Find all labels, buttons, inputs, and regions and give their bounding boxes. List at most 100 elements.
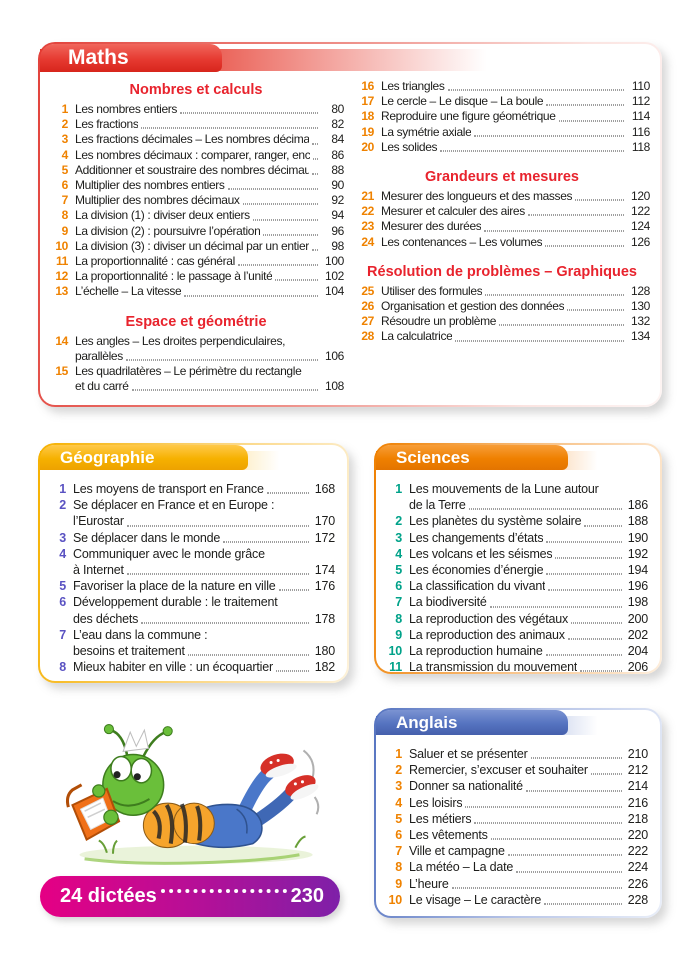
item-page-number: 172 [314,530,335,545]
item-label: Les contenances – Les volumes [381,234,543,249]
toc-item: 8 La météo – La date 224 [382,859,648,875]
item-number: 8 [59,660,66,675]
item-entry: Mesurer des durées 124 [381,219,650,234]
item-number: 7 [395,595,402,610]
item-last-line: Mieux habiter en ville : un écoquartier … [73,659,335,675]
item-number: 1 [59,482,66,496]
item-entry: La transmission du mouvement 206 [409,659,648,675]
item-number: 12 [55,269,68,284]
item-label-line1: Les mouvements de la Lune autour [409,482,599,496]
item-page-number: 204 [627,644,648,659]
dotted-leader [126,573,309,575]
dotted-leader [242,203,318,205]
item-label: Additionner et soustraire des nombres dé… [75,162,310,177]
dotted-leader [474,822,622,824]
toc-item: 20 Les solides 118 [354,140,650,155]
toc-item: 7 L’eau dans la commune : besoins et tra… [46,627,335,659]
sneaker [260,753,297,778]
item-entry: La calculatrice 134 [381,329,650,344]
item-number: 3 [59,530,66,545]
item-number: 25 [361,283,374,298]
item-number: 10 [388,644,402,659]
item-entry: L’heure 226 [409,876,648,892]
item-number: 2 [395,514,402,529]
group-heading: Espace et géométrie [125,313,267,330]
item-page-number: 120 [631,189,650,204]
item-label: Les triangles [381,79,445,93]
item-label-line1: Les angles – Les droites perpendiculaire… [75,333,286,348]
toc-item: 3 Donner sa nationalité 214 [382,778,648,794]
item-number: 4 [395,546,402,561]
item-entry: L’eau dans la commune : besoins et trait… [73,627,335,659]
item-entry: Les économies d’énergie 194 [409,562,648,578]
item-last-line: Les moyens de transport en France 168 [73,481,335,497]
item-label: Les fractions [75,117,139,132]
group-heading: Nombres et calculs [129,82,263,98]
item-label: des déchets [73,611,139,626]
item-label: Mieux habiter en ville : un écoquartier [73,660,273,675]
item-page-number: 170 [314,514,335,529]
anglais-panel: Anglais 1 Saluer et se présenter 210 [376,710,660,916]
item-label: et du carré [75,379,129,394]
item-number: 18 [361,109,374,124]
item-number: 11 [56,254,68,269]
item-last-line: Les nombres entiers 80 [75,102,344,117]
dotted-leader [558,120,624,122]
item-entry: Les nombres décimaux : comparer, ranger,… [75,148,344,163]
item-entry: Remercier, s’excuser et souhaiter 212 [409,762,648,778]
item-number: 23 [361,219,374,234]
item-last-line: La proportionnalité : cas général 100 [75,254,344,269]
item-number: 1 [395,747,402,761]
item-last-line: La transmission du mouvement 206 [409,659,648,675]
item-page-number: 226 [627,876,648,891]
dotted-leader [546,541,622,543]
maths-group-list: Nombres et calculs 1 [48,82,344,394]
item-label: Les volcans et les séismes [409,546,553,561]
item-entry: La classification du vivant 196 [409,578,648,594]
dotted-leader [485,294,624,296]
item-entry: Les solides 118 [381,140,650,155]
item-page-number: 220 [627,828,648,843]
toc-item: 27 Résoudre un problème 132 [354,314,650,329]
item-number: 2 [395,763,402,778]
toc-item: 14 Les angles – Les droites perpendicula… [48,334,344,364]
item-label: Remercier, s’excuser et souhaiter [409,763,588,778]
item-entry: Utiliser des formules 128 [381,284,650,299]
item-number: 9 [395,627,402,642]
dotted-leader [141,622,309,624]
item-label: Utiliser des formules [381,283,483,298]
item-number: 15 [55,364,68,379]
toc-item: 9 La reproduction des animaux 202 [382,627,648,643]
item-label: La calculatrice [381,329,453,344]
dotted-leader [516,871,622,873]
anglais-section: Anglais 1 Saluer et se présenter 210 [374,708,662,918]
item-page-number: 82 [331,117,344,132]
item-last-line: La proportionnalité : le passage à l’uni… [75,269,344,284]
item-label: La météo – La date [409,860,514,875]
item-label: Les planètes du système solaire [409,514,582,529]
item-entry: La proportionnalité : le passage à l’uni… [75,269,344,284]
item-label: à Internet [73,563,124,578]
item-last-line: Les volcans et les séismes 192 [409,546,648,562]
item-last-line: La classification du vivant 196 [409,578,648,594]
maths-column: 16 Les triangles 110 [354,79,650,394]
dotted-leader [546,104,624,106]
toc-item: 1 Les nombres entiers 80 [48,102,344,117]
item-number: 28 [361,329,374,344]
item-entry: La symétrie axiale 116 [381,125,650,140]
item-label: Mesurer et calculer des aires [381,204,525,219]
dotted-leader [490,838,622,840]
item-entry: Se déplacer dans le monde 172 [73,530,335,546]
item-entry: Résoudre un problème 132 [381,314,650,329]
item-last-line: Le visage – Le caractère 228 [409,892,648,908]
toc-item: 18 Reproduire une figure géométrique 114 [354,109,650,124]
item-page-number: 224 [627,860,648,875]
item-label: besoins et traitement [73,644,185,659]
item-page-number: 84 [331,132,344,147]
item-page-number: 92 [331,193,344,208]
item-last-line: parallèles 106 [75,349,344,364]
maths-section: Maths Nombres et calculs [38,42,662,407]
item-last-line: Donner sa nationalité 214 [409,778,648,794]
dotted-leader [451,887,622,889]
item-label-line1: Se déplacer en France et en Europe : [73,498,275,513]
